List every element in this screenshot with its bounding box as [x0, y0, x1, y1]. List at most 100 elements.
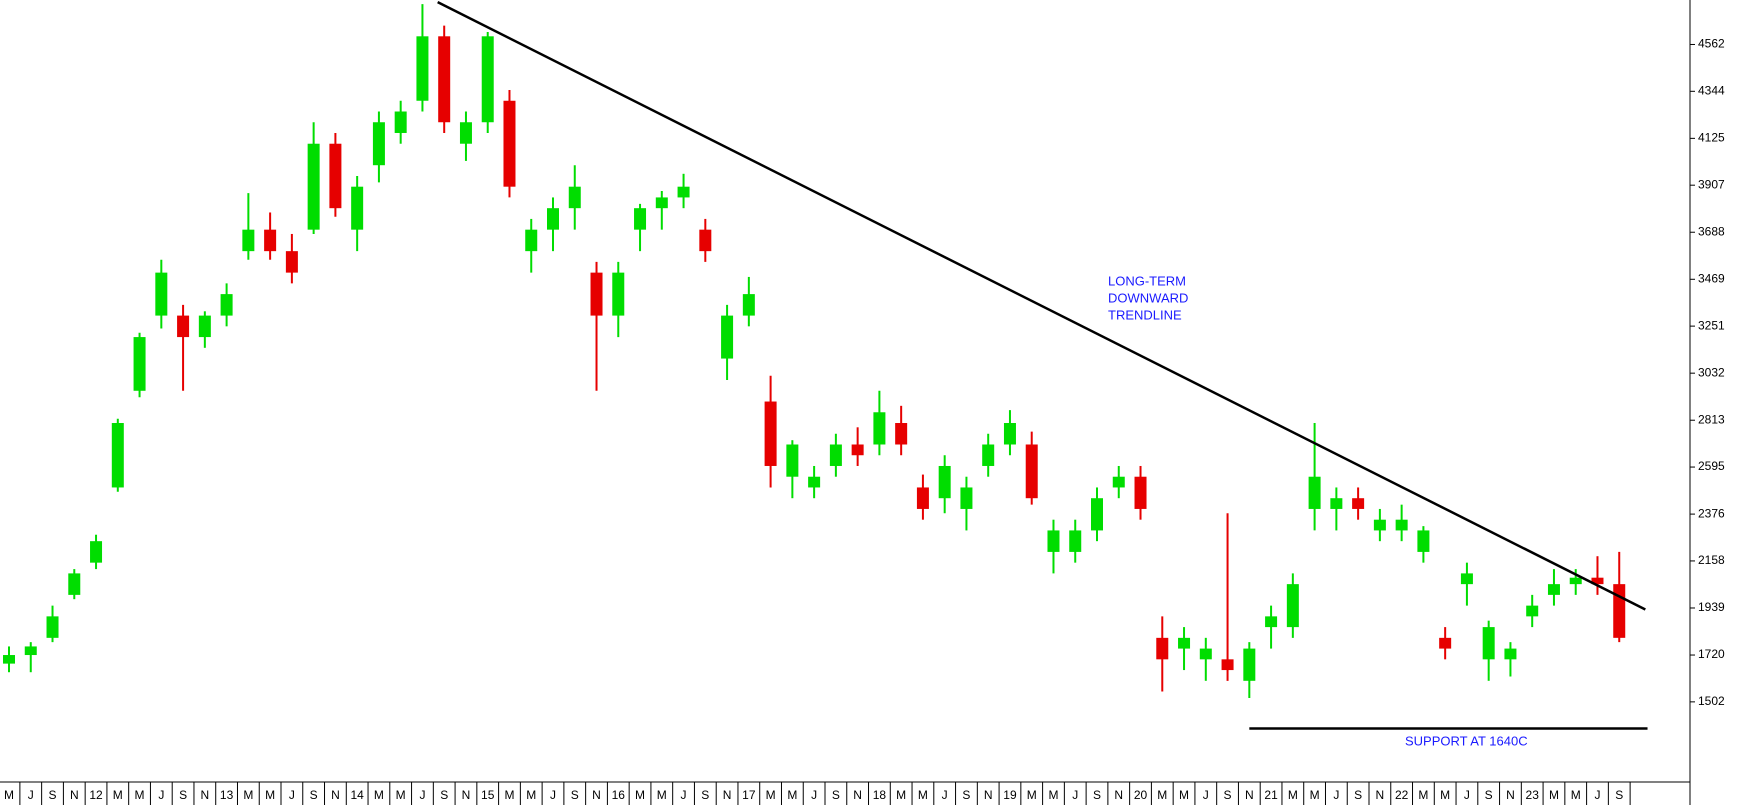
candle-body: [351, 186, 364, 230]
x-tick-label: S: [962, 788, 970, 802]
candle-body: [590, 272, 603, 316]
candle-body: [612, 272, 625, 316]
x-tick-label: N: [853, 788, 862, 802]
candle-body: [503, 100, 516, 187]
trendline: [437, 1, 1646, 611]
x-tick-label: J: [1203, 788, 1209, 802]
x-tick-label: 18: [873, 788, 887, 802]
x-tick-label: S: [701, 788, 709, 802]
candle-body: [285, 251, 298, 273]
candle-body: [1221, 659, 1234, 671]
candle-body: [438, 36, 451, 123]
x-tick-label: M: [374, 788, 384, 802]
x-tick-label: 12: [89, 788, 103, 802]
x-tick-label: 21: [1264, 788, 1278, 802]
y-tick-label: 2158: [1698, 553, 1725, 567]
candle-body: [1439, 637, 1452, 649]
x-tick-label: S: [1485, 788, 1493, 802]
y-tick-label: 3469: [1698, 271, 1725, 285]
candle-body: [1156, 637, 1169, 660]
x-tick-label: S: [1354, 788, 1362, 802]
x-tick-label: M: [243, 788, 253, 802]
candle-body: [1069, 530, 1082, 552]
y-tick-label: 1939: [1698, 600, 1725, 614]
candle-body: [1003, 423, 1016, 445]
y-tick-label: 2595: [1698, 459, 1725, 473]
candle-body: [1547, 584, 1560, 595]
x-tick-label: J: [1594, 788, 1600, 802]
candle-body: [655, 197, 668, 209]
x-tick-label: M: [396, 788, 406, 802]
x-tick-label: M: [1549, 788, 1559, 802]
candle-body: [1286, 584, 1299, 628]
y-tick-label: 4125: [1698, 131, 1725, 145]
x-tick-label: J: [550, 788, 556, 802]
candle-body: [808, 476, 821, 488]
x-tick-label: 19: [1003, 788, 1017, 802]
candle-body: [721, 315, 734, 359]
candle-body: [786, 444, 799, 477]
x-tick-label: 20: [1134, 788, 1148, 802]
candle-body: [46, 616, 59, 638]
x-tick-label: M: [113, 788, 123, 802]
candle-body: [459, 122, 472, 144]
candle-body: [1091, 498, 1103, 531]
annotation: SUPPORT AT 1640C: [1405, 733, 1528, 748]
x-tick-label: M: [1157, 788, 1167, 802]
candle-body: [895, 423, 908, 445]
x-tick-label: N: [331, 788, 340, 802]
x-tick-label: J: [158, 788, 164, 802]
candle-body: [111, 423, 124, 488]
candle-body: [68, 573, 81, 595]
annotation: DOWNWARD: [1108, 290, 1188, 305]
x-tick-label: M: [1571, 788, 1581, 802]
x-tick-label: S: [571, 788, 579, 802]
x-tick-label: N: [1114, 788, 1123, 802]
x-tick-label: S: [49, 788, 57, 802]
x-tick-label: 16: [612, 788, 626, 802]
x-tick-label: S: [179, 788, 187, 802]
x-tick-label: 23: [1526, 788, 1540, 802]
candle-body: [3, 655, 15, 664]
x-tick-label: N: [462, 788, 471, 802]
x-tick-label: J: [28, 788, 34, 802]
candle-body: [1265, 616, 1278, 628]
y-tick-label: 4344: [1698, 83, 1725, 97]
x-tick-label: M: [1179, 788, 1189, 802]
x-tick-label: J: [419, 788, 425, 802]
x-tick-label: J: [811, 788, 817, 802]
candle-body: [1025, 444, 1038, 499]
candle-body: [90, 541, 103, 563]
x-tick-label: J: [1072, 788, 1078, 802]
y-tick-label: 1720: [1698, 647, 1725, 661]
candle-body: [481, 36, 494, 123]
candle-body: [634, 208, 647, 230]
candle-body: [677, 186, 690, 198]
x-tick-label: N: [70, 788, 79, 802]
x-tick-label: M: [1310, 788, 1320, 802]
x-tick-label: N: [723, 788, 732, 802]
candle-body: [307, 143, 320, 230]
y-tick-label: 3907: [1698, 177, 1725, 191]
x-tick-label: M: [526, 788, 536, 802]
candle-body: [220, 294, 233, 316]
x-tick-label: M: [1048, 788, 1058, 802]
candle-body: [960, 487, 973, 509]
x-tick-label: M: [1288, 788, 1298, 802]
x-tick-label: 14: [350, 788, 364, 802]
x-tick-label: S: [1224, 788, 1232, 802]
candle-body: [1330, 498, 1343, 509]
candle-body: [329, 143, 342, 209]
candle-body: [1569, 577, 1582, 585]
x-tick-label: S: [440, 788, 448, 802]
candle-body: [1112, 476, 1125, 488]
candle-body: [264, 229, 277, 252]
candle-body: [1460, 573, 1473, 585]
x-tick-label: N: [1245, 788, 1254, 802]
candle-body: [699, 229, 712, 252]
candle-body: [24, 646, 37, 656]
x-tick-label: M: [504, 788, 514, 802]
candle-body: [1591, 577, 1604, 585]
candle-body: [1504, 648, 1517, 660]
candle-body: [742, 294, 755, 316]
